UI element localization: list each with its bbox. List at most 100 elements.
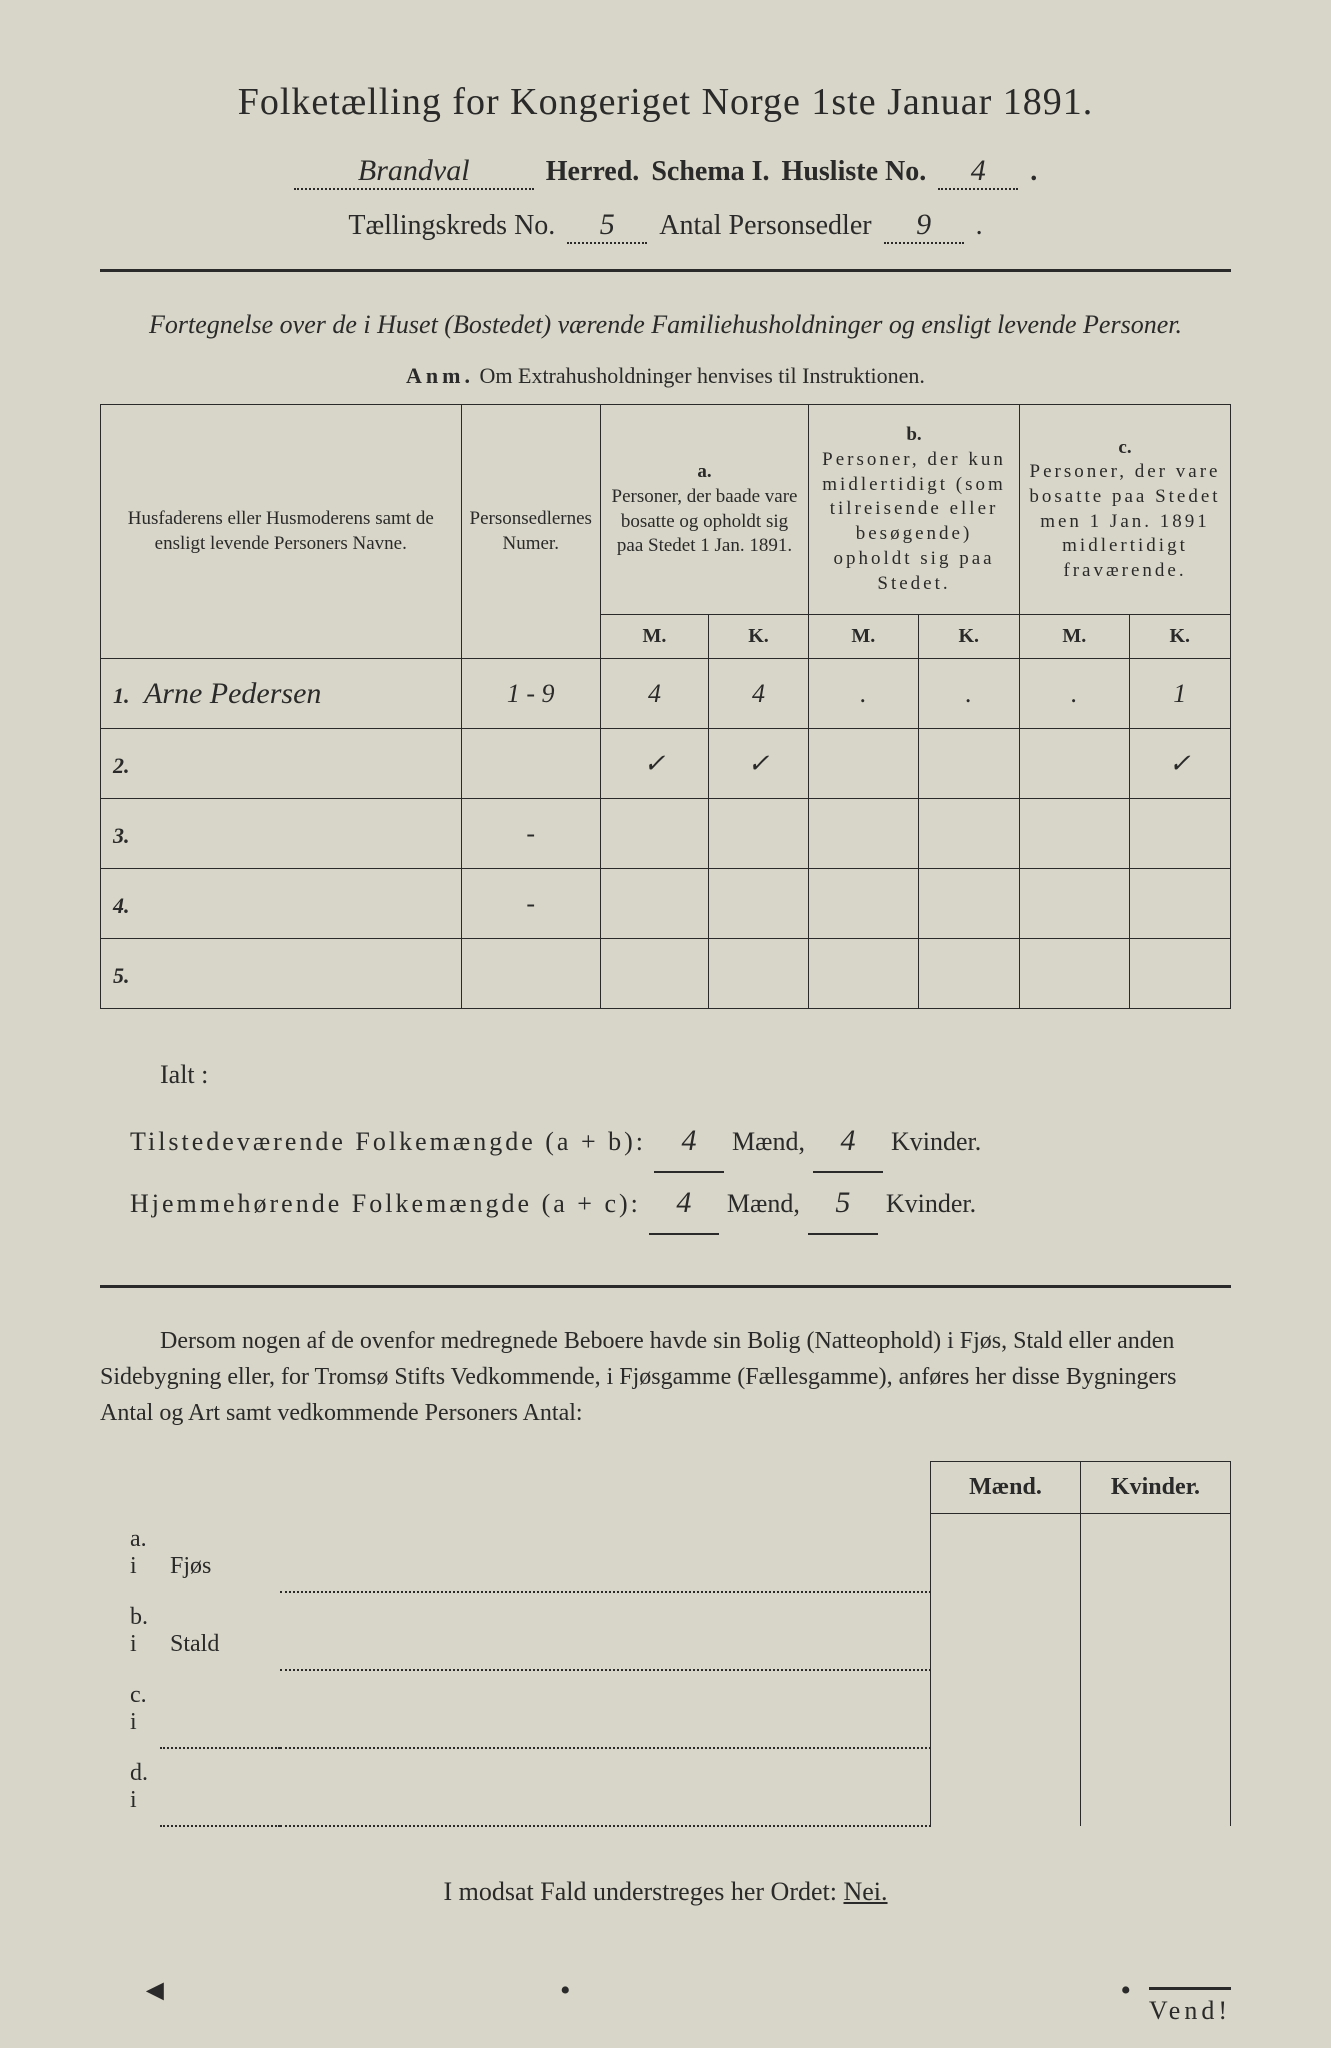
bt-label: d. i: [100, 1748, 160, 1826]
col-b-k: K.: [918, 615, 1019, 659]
kvinder-label: Kvinder.: [886, 1178, 976, 1230]
row-name-cell: 3.: [101, 799, 462, 869]
modsat-text: I modsat Fald understreges her Ordet:: [443, 1877, 843, 1906]
tilstede-m: 4: [654, 1111, 724, 1173]
bt-label: c. i: [100, 1670, 160, 1748]
bt-val-k: [1081, 1748, 1231, 1826]
col-header-names: Husfaderens eller Husmoderens samt de en…: [101, 405, 462, 659]
row-cm-cell: [1020, 729, 1130, 799]
row-am-cell: [600, 799, 708, 869]
row-cm-cell: [1020, 869, 1130, 939]
row-am-cell: [600, 939, 708, 1009]
row-name-cell: 5.: [101, 939, 462, 1009]
row-bk-cell: [918, 869, 1019, 939]
husliste-value: 4: [938, 154, 1018, 190]
bt-val-m: [931, 1748, 1081, 1826]
row-name-cell: 1. Arne Pedersen: [101, 659, 462, 729]
main-title: Folketælling for Kongeriget Norge 1ste J…: [100, 80, 1231, 124]
col-b-m: M.: [809, 615, 919, 659]
bottom-table-row: d. i: [100, 1748, 1231, 1826]
row-bm-cell: [809, 869, 919, 939]
row-ak-cell: [709, 939, 809, 1009]
anm-text: Om Extrahusholdninger henvises til Instr…: [480, 363, 925, 388]
col-header-a: a. Personer, der baade vare bosatte og o…: [600, 405, 808, 615]
row-ak-cell: [709, 869, 809, 939]
bt-val-m: [931, 1592, 1081, 1670]
tilstede-k: 4: [813, 1111, 883, 1173]
dot-marker-icon: ◄: [140, 1974, 170, 2008]
row-bk-cell: [918, 939, 1019, 1009]
bottom-paragraph: Dersom nogen af de ovenfor medregnede Be…: [100, 1323, 1231, 1431]
row-name-cell: 2.: [101, 729, 462, 799]
bt-type: Fjøs: [160, 1514, 280, 1592]
anm-label: Anm.: [406, 363, 474, 388]
row-bm-cell: [809, 799, 919, 869]
bt-dots: [280, 1748, 931, 1826]
husliste-label: Husliste No.: [782, 156, 927, 188]
row-bm-cell: [809, 939, 919, 1009]
row-numer-cell: [461, 729, 600, 799]
divider-1: [100, 269, 1231, 272]
bottom-table-row: c. i: [100, 1670, 1231, 1748]
anm-line: Anm. Om Extrahusholdninger henvises til …: [100, 363, 1231, 389]
col-a-k: K.: [709, 615, 809, 659]
husliste-dot: .: [1030, 156, 1037, 188]
row-ak-cell: ✓: [709, 729, 809, 799]
row-cm-cell: [1020, 939, 1130, 1009]
col-a-m: M.: [600, 615, 708, 659]
bt-type: Stald: [160, 1592, 280, 1670]
antal-label: Antal Personsedler: [659, 210, 871, 242]
kreds-label: Tællingskreds No.: [348, 210, 555, 242]
bt-type: [160, 1748, 280, 1826]
bt-val-k: [1081, 1592, 1231, 1670]
row-am-cell: [600, 869, 708, 939]
bt-dots: [280, 1670, 931, 1748]
row-ck-cell: [1129, 869, 1230, 939]
col-c-m: M.: [1020, 615, 1130, 659]
col-header-b: b. Personer, der kun midlertidigt (som t…: [809, 405, 1020, 615]
row-bk-cell: [918, 729, 1019, 799]
table-row: 3. -: [101, 799, 1231, 869]
kvinder-label: Kvinder.: [891, 1116, 981, 1168]
table-row: 1. Arne Pedersen 1 - 9 4 4 . . . 1: [101, 659, 1231, 729]
row-bk-cell: .: [918, 659, 1019, 729]
nei-word: Nei.: [843, 1877, 887, 1906]
bottom-table-row: b. i Stald: [100, 1592, 1231, 1670]
vend-label: Vend!: [1149, 1987, 1231, 2026]
row-numer-cell: [461, 939, 600, 1009]
row-name-cell: 4.: [101, 869, 462, 939]
hjemme-label: Hjemmehørende Folkemængde (a + c):: [130, 1178, 641, 1230]
row-am-cell: ✓: [600, 729, 708, 799]
row-bk-cell: [918, 799, 1019, 869]
bt-dots: [280, 1592, 931, 1670]
dot-marker-icon: •: [1120, 1974, 1131, 2008]
hjemme-k: 5: [808, 1173, 878, 1235]
row-ck-cell: 1: [1129, 659, 1230, 729]
row-am-cell: 4: [600, 659, 708, 729]
bt-header-m: Mænd.: [931, 1462, 1081, 1514]
header-line-2: Tællingskreds No. 5 Antal Personsedler 9…: [100, 208, 1231, 244]
bt-val-k: [1081, 1514, 1231, 1592]
row-bm-cell: [809, 729, 919, 799]
bottom-table-row: a. i Fjøs: [100, 1514, 1231, 1592]
table-row: 4. -: [101, 869, 1231, 939]
maend-label: Mænd,: [727, 1178, 800, 1230]
divider-2: [100, 1285, 1231, 1288]
row-numer-cell: -: [461, 869, 600, 939]
dot-marker-icon: •: [560, 1974, 571, 2008]
main-table: Husfaderens eller Husmoderens samt de en…: [100, 404, 1231, 1009]
bt-header-k: Kvinder.: [1081, 1462, 1231, 1514]
schema-label: Schema I.: [651, 156, 769, 188]
bt-val-m: [931, 1670, 1081, 1748]
herred-label: Herred.: [546, 156, 640, 188]
table-header-row-1: Husfaderens eller Husmoderens samt de en…: [101, 405, 1231, 615]
bt-val-k: [1081, 1670, 1231, 1748]
tilstede-label: Tilstedeværende Folkemængde (a + b):: [130, 1116, 646, 1168]
totals-row-1: Tilstedeværende Folkemængde (a + b): 4 M…: [130, 1111, 1231, 1173]
bt-label: b. i: [100, 1592, 160, 1670]
header-line-1: Brandval Herred. Schema I. Husliste No. …: [100, 154, 1231, 190]
totals-row-2: Hjemmehørende Folkemængde (a + c): 4 Mæn…: [130, 1173, 1231, 1235]
table-row: 5.: [101, 939, 1231, 1009]
herred-value: Brandval: [294, 154, 534, 190]
row-ck-cell: [1129, 939, 1230, 1009]
